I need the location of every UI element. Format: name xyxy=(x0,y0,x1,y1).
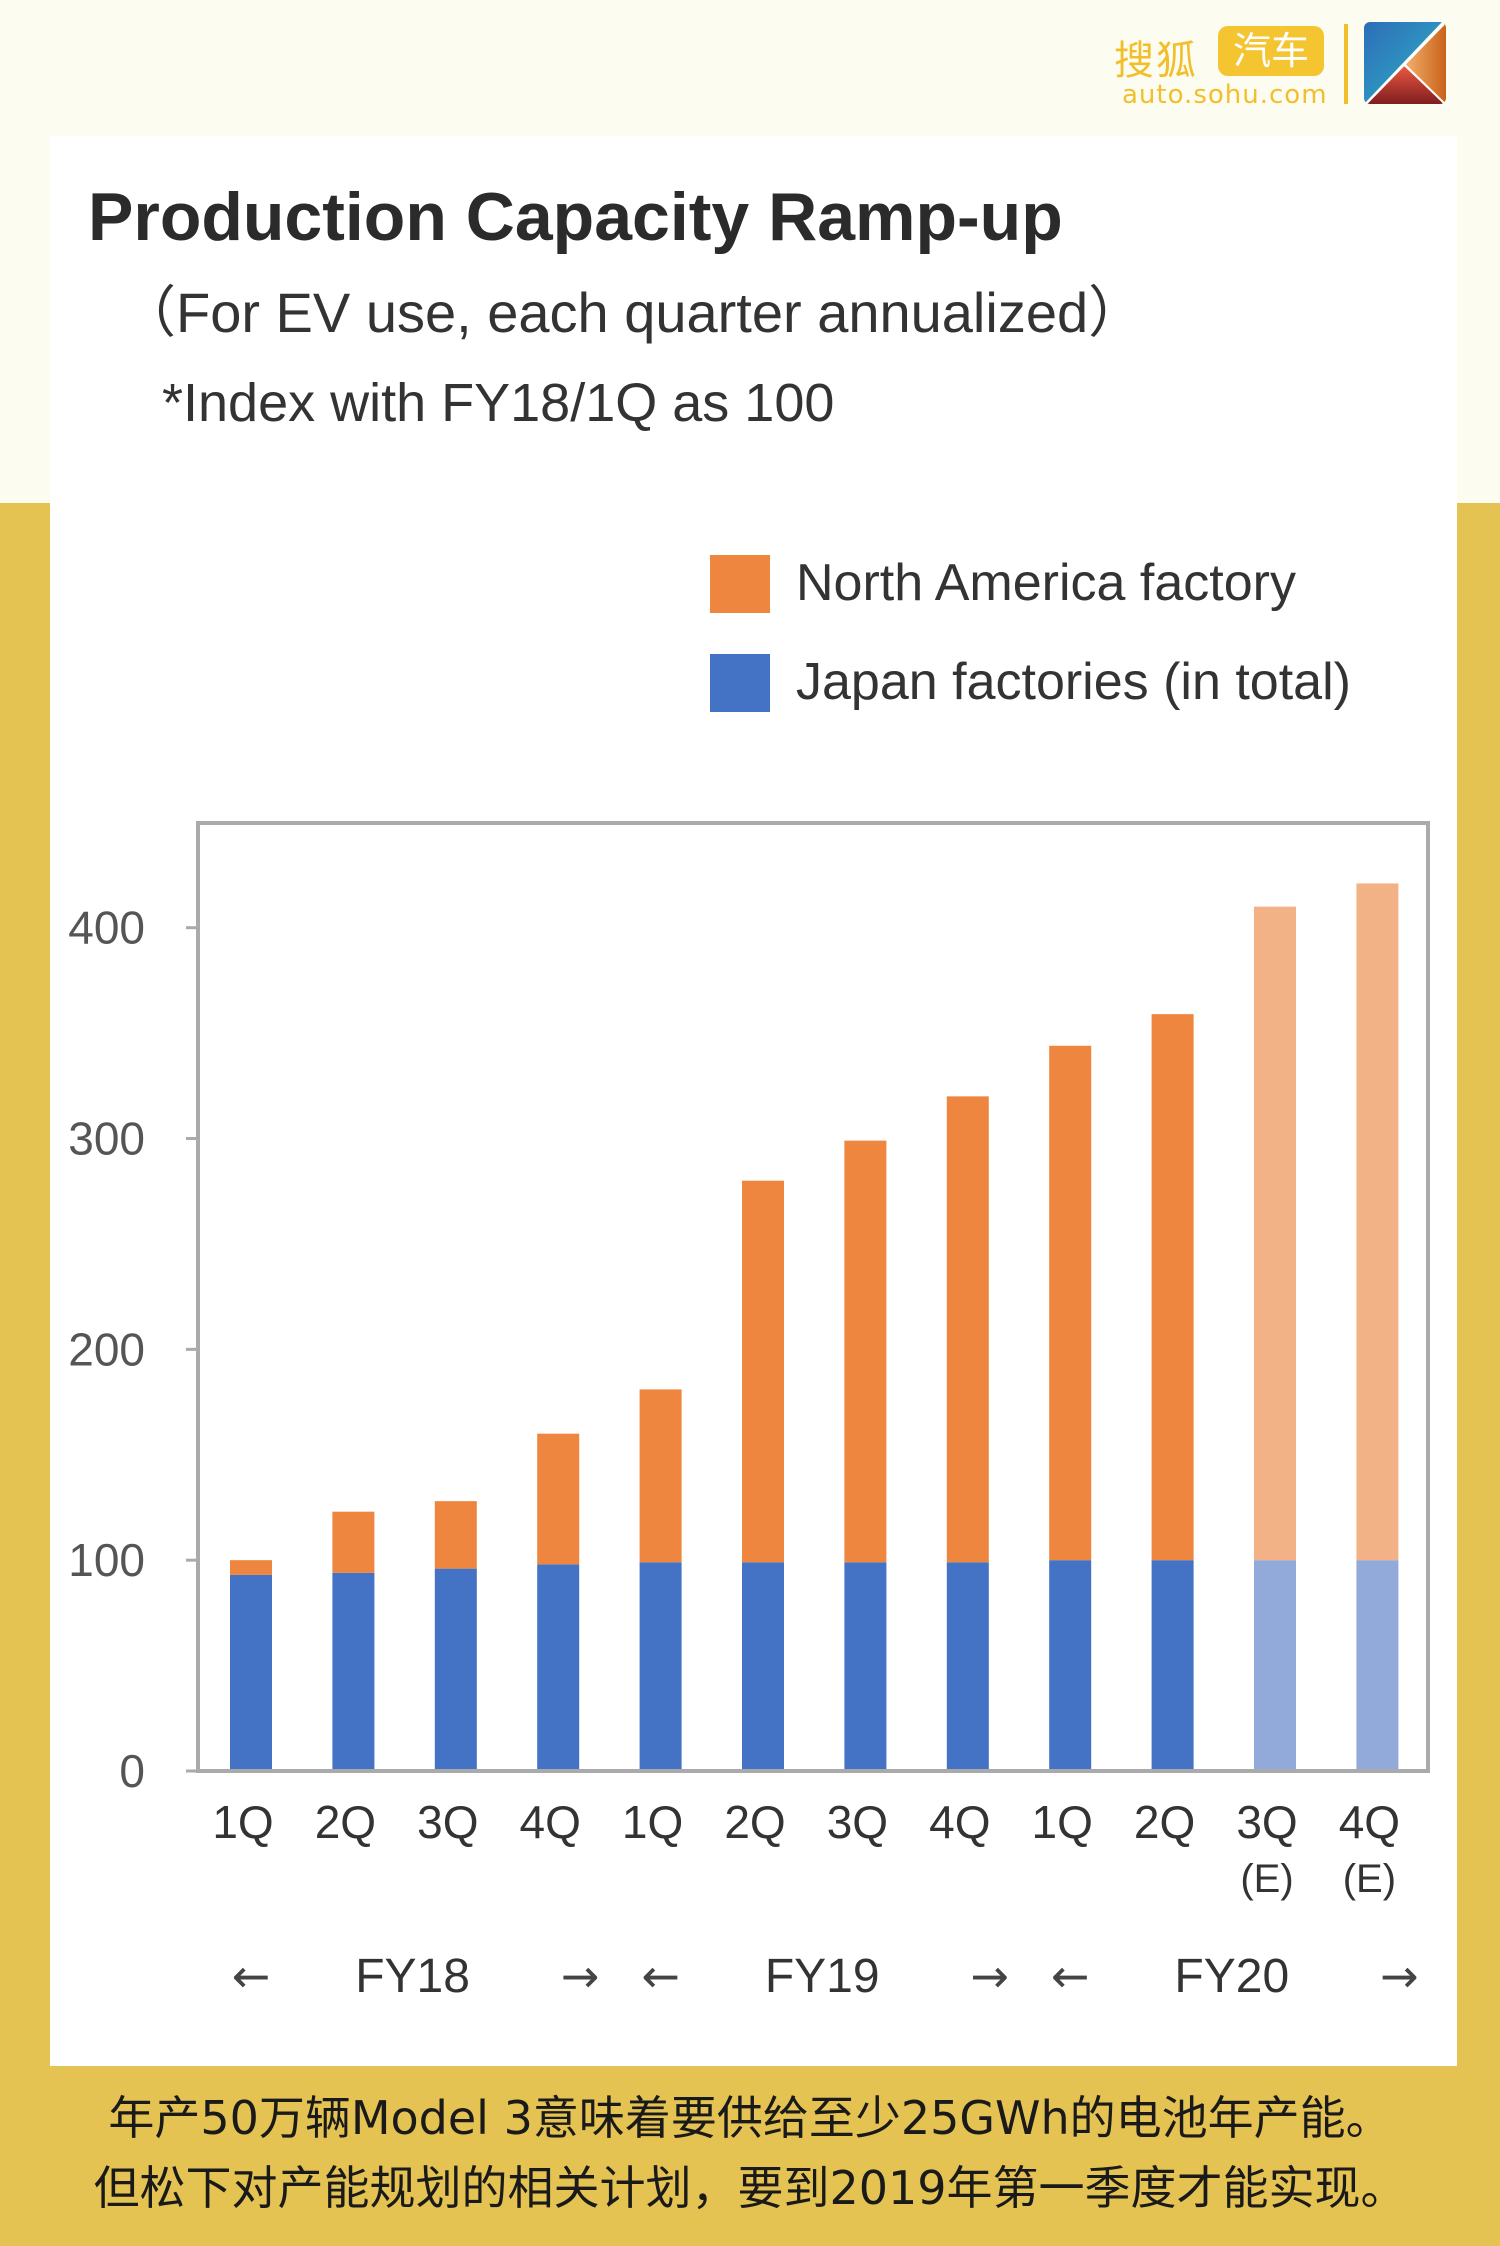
y-axis: 0 100 200 300 400 xyxy=(68,902,198,1797)
logo-divider xyxy=(1344,24,1348,104)
bar-north-america xyxy=(946,1096,989,1563)
x-tick-label: 1Q xyxy=(1032,1796,1093,1848)
fiscal-year-label: FY20 xyxy=(1174,1950,1289,2003)
caption-line-1: 年产50万辆Model 3意味着要供给至少25GWh的电池年产能。 xyxy=(108,2091,1392,2145)
y-tick-label: 100 xyxy=(68,1534,145,1586)
x-tick-label: 3Q xyxy=(827,1796,888,1848)
bar-north-america xyxy=(742,1180,784,1563)
bar-japan xyxy=(742,1562,784,1771)
x-tick-label: 1Q xyxy=(622,1796,683,1848)
fiscal-year-label: FY19 xyxy=(765,1950,880,2003)
bar-north-america xyxy=(639,1389,682,1563)
y-tick-label: 200 xyxy=(68,1323,145,1375)
x-tick-label: 4Q xyxy=(520,1796,581,1848)
bar-north-america xyxy=(537,1433,580,1565)
arrow-left-icon: ← xyxy=(641,1949,680,2003)
x-tick-label: 4Q xyxy=(1339,1796,1400,1848)
fiscal-year-labels: ← FY18 → ← FY19 → ← FY20 → xyxy=(232,1949,1419,2003)
bar-japan xyxy=(332,1572,375,1771)
plot-frame xyxy=(196,821,1430,1773)
bar-japan xyxy=(844,1562,887,1771)
legend-swatch-north-america xyxy=(710,555,770,613)
logo-mark-icon xyxy=(1364,22,1446,104)
logo-url: auto.sohu.com xyxy=(1122,80,1328,110)
x-tick-label: 2Q xyxy=(724,1796,785,1848)
chart-title: Production Capacity Ramp-up xyxy=(88,179,1063,255)
bar-north-america xyxy=(230,1560,272,1575)
index-note: *Index with FY18/1Q as 100 xyxy=(162,373,835,433)
bar-north-america xyxy=(1049,1045,1092,1561)
legend-label-north-america: North America factory xyxy=(796,554,1296,612)
bar-japan xyxy=(434,1568,477,1771)
bar-north-america xyxy=(332,1511,375,1573)
bar-japan xyxy=(230,1574,272,1771)
y-tick-label: 0 xyxy=(119,1745,145,1797)
legend-label-japan: Japan factories (in total) xyxy=(796,653,1351,711)
bar-japan xyxy=(946,1562,989,1771)
x-axis-labels: 1Q 2Q 3Q 4Q 1Q 2Q 3Q 4Q 1Q 2Q 3Q (E) 4Q (E) xyxy=(212,1796,1400,1901)
fiscal-year-label: FY18 xyxy=(355,1950,470,2003)
logo-text-sohu: 搜狐 xyxy=(1114,38,1198,84)
bar-japan xyxy=(1356,1560,1399,1771)
bar-north-america xyxy=(434,1501,477,1569)
bar-north-america xyxy=(844,1140,887,1563)
bar-japan xyxy=(1254,1560,1296,1771)
x-tick-sublabel: (E) xyxy=(1240,1857,1293,1901)
x-tick-label: 2Q xyxy=(315,1796,376,1848)
arrow-right-icon: → xyxy=(971,1949,1010,2003)
caption-line-2: 但松下对产能规划的相关计划，要到2019年第一季度才能实现。 xyxy=(93,2161,1407,2215)
bar-north-america xyxy=(1356,883,1399,1561)
arrow-right-icon: → xyxy=(1380,1949,1419,2003)
arrow-right-icon: → xyxy=(561,1949,600,2003)
x-tick-sublabel: (E) xyxy=(1343,1857,1396,1901)
x-tick-label: 4Q xyxy=(929,1796,990,1848)
bar-japan xyxy=(1049,1560,1092,1771)
arrow-left-icon: ← xyxy=(1051,1949,1090,2003)
bar-north-america xyxy=(1151,1014,1194,1561)
logo-badge-auto: 汽车 xyxy=(1218,26,1324,76)
x-tick-label: 3Q xyxy=(1236,1796,1297,1848)
x-tick-label: 1Q xyxy=(212,1796,273,1848)
x-tick-label: 3Q xyxy=(417,1796,478,1848)
legend-swatch-japan xyxy=(710,654,770,712)
bar-north-america xyxy=(1254,906,1296,1561)
bar-japan xyxy=(1151,1560,1194,1771)
bar-series xyxy=(230,883,1399,1771)
arrow-left-icon: ← xyxy=(232,1949,271,2003)
bar-japan xyxy=(639,1562,682,1771)
x-tick-label: 2Q xyxy=(1134,1796,1195,1848)
sohu-auto-logo[interactable]: 搜狐 汽车 auto.sohu.com xyxy=(1110,20,1450,110)
bar-japan xyxy=(537,1564,580,1771)
y-tick-label: 400 xyxy=(68,902,145,954)
chart-subtitle: （For EV use, each quarter annualized） xyxy=(120,281,1145,344)
y-tick-label: 300 xyxy=(68,1113,145,1165)
